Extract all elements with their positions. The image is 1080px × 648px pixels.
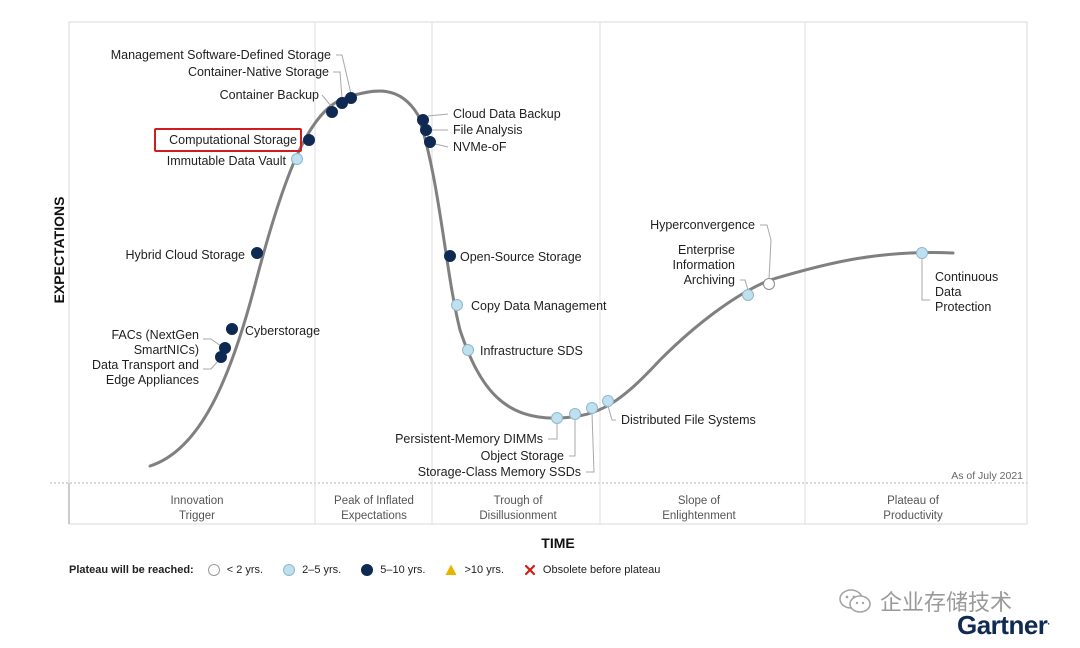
label-cyberstorage: Cyberstorage bbox=[245, 324, 320, 338]
phase-label-trough: Trough of Disillusionment bbox=[479, 495, 557, 522]
y-axis-title: EXPECTATIONS bbox=[51, 197, 67, 304]
wechat-icon bbox=[839, 589, 871, 613]
label-computational-storage: Computational Storage bbox=[169, 133, 297, 147]
label-open-source-storage: Open-Source Storage bbox=[460, 250, 582, 264]
label-hybrid-cloud-storage: Hybrid Cloud Storage bbox=[125, 248, 245, 262]
x-axis-title: TIME bbox=[541, 535, 574, 551]
label-container-backup: Container Backup bbox=[220, 88, 319, 102]
watermark-text: 企业存储技术 bbox=[880, 590, 1013, 615]
marker-cloud-data-backup bbox=[417, 114, 429, 126]
technology-markers bbox=[215, 92, 928, 424]
legend-label: Obsolete before plateau bbox=[542, 564, 661, 576]
phase-label-plateau: Plateau of Productivity bbox=[883, 495, 943, 522]
white-circle-icon bbox=[207, 564, 220, 576]
hype-curve bbox=[148, 89, 955, 468]
marker-infrastructure-sds bbox=[462, 344, 474, 356]
marker-immutable-data-vault bbox=[291, 153, 303, 165]
red-x-icon bbox=[524, 564, 536, 576]
marker-storage-class-memory-ssds bbox=[586, 402, 598, 414]
marker-container-backup bbox=[326, 106, 338, 118]
legend-label: 2–5 yrs. bbox=[302, 564, 342, 576]
legend-item-2to5: 2–5 yrs. bbox=[283, 564, 341, 576]
marker-cyberstorage bbox=[226, 323, 238, 335]
label-facs-nextgen-smartnics: FACs (NextGen SmartNICs) bbox=[111, 328, 199, 357]
leader-persistent-memory-dimms bbox=[548, 423, 558, 440]
gartner-logo-text: Gartner bbox=[957, 610, 1048, 640]
leader-facs-nextgen-smartnics bbox=[203, 338, 222, 347]
label-file-analysis: File Analysis bbox=[453, 123, 522, 137]
label-storage-class-memory-ssds: Storage-Class Memory SSDs bbox=[418, 465, 581, 479]
yellow-triangle-icon bbox=[445, 564, 457, 575]
legend-item-obsolete: Obsolete before plateau bbox=[524, 564, 660, 576]
wechat-watermark: 企业存储技术 bbox=[838, 585, 1012, 617]
legend-label: < 2 yrs. bbox=[226, 564, 264, 576]
leader-object-storage bbox=[569, 419, 576, 457]
marker-hyperconvergence bbox=[763, 278, 775, 290]
label-cloud-data-backup: Cloud Data Backup bbox=[453, 107, 561, 121]
label-hyperconvergence: Hyperconvergence bbox=[650, 218, 755, 232]
marker-hybrid-cloud-storage bbox=[251, 247, 263, 259]
leader-lines bbox=[203, 54, 930, 473]
leader-container-native-storage bbox=[333, 71, 343, 99]
label-nvme-of: NVMe-oF bbox=[453, 140, 507, 154]
label-object-storage: Object Storage bbox=[481, 449, 564, 463]
highlight-box bbox=[154, 128, 302, 152]
legend-item-gt10: >10 yrs. bbox=[445, 564, 504, 576]
marker-enterprise-information-archiving bbox=[742, 289, 754, 301]
marker-container-native-storage bbox=[336, 97, 348, 109]
label-distributed-file-systems: Distributed File Systems bbox=[621, 413, 756, 427]
label-enterprise-information-archiving: Enterprise Information Archiving bbox=[672, 243, 735, 287]
legend-title: Plateau will be reached: bbox=[69, 564, 194, 576]
leader-hyperconvergence bbox=[760, 224, 772, 280]
marker-copy-data-management bbox=[451, 299, 463, 311]
leader-storage-class-memory-ssds bbox=[586, 412, 595, 473]
leader-data-transport-and-edge-appliances bbox=[203, 359, 220, 370]
leader-nvme-of bbox=[434, 143, 449, 148]
gartner-logo: Gartner. bbox=[957, 610, 1050, 641]
label-data-transport-and-edge-appliances: Data Transport and Edge Appliances bbox=[92, 358, 199, 387]
label-infrastructure-sds: Infrastructure SDS bbox=[480, 344, 583, 358]
navy-circle-icon bbox=[361, 564, 374, 576]
label-copy-data-management: Copy Data Management bbox=[471, 299, 607, 313]
leader-management-software-defined-storage bbox=[336, 54, 352, 95]
hype-cycle-chart: EXPECTATIONS TIME As of July 2021 Innova… bbox=[50, 21, 1028, 551]
leader-continuous-data-protection bbox=[921, 258, 930, 301]
phase-labels: Innovation Trigger Peak of Inflated Expecta… bbox=[170, 495, 943, 522]
label-container-native-storage: Container-Native Storage bbox=[188, 65, 329, 79]
marker-distributed-file-systems bbox=[602, 395, 614, 407]
leader-enterprise-information-archiving bbox=[740, 279, 749, 291]
marker-continuous-data-protection bbox=[916, 247, 928, 259]
marker-open-source-storage bbox=[444, 250, 456, 262]
chart-frame bbox=[68, 21, 1028, 525]
phase-label-trigger: Innovation Trigger bbox=[170, 495, 223, 522]
label-management-software-defined-storage: Management Software-Defined Storage bbox=[111, 48, 331, 62]
as-of-date: As of July 2021 bbox=[951, 470, 1023, 482]
marker-computational-storage bbox=[303, 134, 315, 146]
marker-management-software-defined-storage bbox=[345, 92, 357, 104]
phase-label-peak: Peak of Inflated Expectations bbox=[334, 495, 414, 522]
legend-item-5to10: 5–10 yrs. bbox=[361, 564, 425, 576]
marker-nvme-of bbox=[424, 136, 436, 148]
label-continuous-data-protection: Continuous Data Protection bbox=[935, 270, 998, 314]
marker-object-storage bbox=[569, 408, 581, 420]
light-blue-circle-icon bbox=[283, 564, 296, 576]
label-persistent-memory-dimms: Persistent-Memory DIMMs bbox=[395, 432, 543, 446]
legend-label: 5–10 yrs. bbox=[380, 564, 426, 576]
leader-container-backup bbox=[321, 94, 333, 108]
leader-distributed-file-systems bbox=[607, 405, 616, 421]
registered-mark: . bbox=[1047, 616, 1050, 627]
marker-data-transport-and-edge-appliances bbox=[215, 351, 227, 363]
phase-dividers bbox=[314, 22, 806, 524]
legend-label: >10 yrs. bbox=[464, 564, 504, 576]
leader-cloud-data-backup bbox=[427, 113, 449, 117]
marker-file-analysis bbox=[420, 124, 432, 136]
label-immutable-data-vault: Immutable Data Vault bbox=[167, 154, 287, 168]
legend: Plateau will be reached: < 2 yrs. 2–5 yr… bbox=[69, 561, 680, 579]
marker-persistent-memory-dimms bbox=[551, 412, 563, 424]
technology-labels: Management Software-Defined Storage Conta… bbox=[92, 48, 998, 479]
legend-item-lt2: < 2 yrs. bbox=[207, 564, 264, 576]
phase-label-slope: Slope of Enlightenment bbox=[662, 495, 736, 522]
